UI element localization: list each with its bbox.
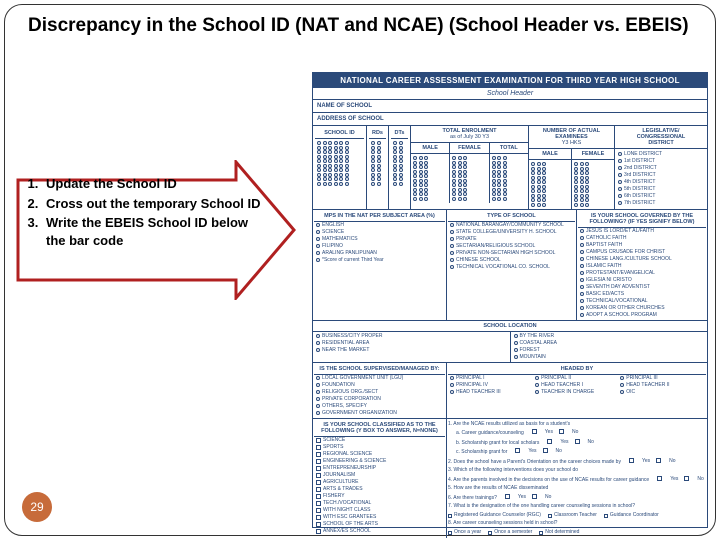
classified-qa-row: IS YOUR SCHOOL CLASSIFIED AS TO THE FOLL… [313, 419, 707, 539]
q8: 8. Are career counseling sessions held i… [448, 520, 558, 526]
form-title: NATIONAL CAREER ASSESSMENT EXAMINATION F… [313, 73, 707, 88]
q7: 7. What is the designation of the one ha… [448, 503, 635, 509]
no-label: No [572, 429, 578, 437]
q7-options: Registered Guidance Counselor (RGC)Class… [448, 512, 706, 520]
q1a: a. Career guidance/counseling [456, 430, 524, 436]
examinees-title: NUMBER OF ACTUAL EXAMINEES [543, 128, 600, 140]
ex-female-bubbles [572, 160, 614, 209]
qa-section: 1. Are the NCAE results utilized as basi… [447, 419, 707, 539]
supervised-headed-row: IS THE SCHOOL SUPERVISED/MANAGED BY: LOC… [313, 363, 707, 419]
total-label: TOTAL [490, 143, 528, 154]
classified-title: IS YOUR SCHOOL CLASSIFIED AS TO THE FOLL… [314, 420, 445, 437]
name-row: NAME OF SCHOOL [313, 100, 707, 113]
headed-options: PRINCIPAL IPRINCIPAL IIPRINCIPAL IIIPRIN… [448, 375, 706, 396]
yes-label: Yes [642, 458, 650, 466]
address-row: ADDRESS OF SCHOOL [313, 113, 707, 126]
q5: 5. How are the results of NCAE dissemina… [448, 485, 548, 491]
yes-label: Yes [528, 448, 536, 456]
ex-male-bubbles [529, 160, 571, 209]
q1b: b. Scholarship grant for local scholars [456, 440, 539, 446]
school-header-form: NATIONAL CAREER ASSESSMENT EXAMINATION F… [312, 72, 708, 528]
type-governed-row: MPS IN THE NAT PER SUBJECT AREA (%) ENGL… [313, 210, 707, 321]
school-type-options: NATIONAL BARANGAY/COMMUNITY SCHOOLSTATE … [448, 222, 575, 271]
yes-label: Yes [518, 494, 526, 502]
female-bubbles [450, 154, 488, 203]
yes-label: Yes [670, 476, 678, 484]
q8-options: Once a yearOnce a semesterNot determined [448, 529, 706, 537]
dts-bubbles [391, 139, 408, 188]
q1: 1. Are the NCAE results utilized as basi… [448, 421, 570, 427]
yes-label: Yes [560, 439, 568, 447]
no-label: No [545, 494, 551, 502]
page-number-badge: 29 [22, 492, 52, 522]
address-label: ADDRESS OF SCHOOL [313, 113, 388, 125]
location-row: SCHOOL LOCATION BUSINESS/CITY PROPERRESI… [313, 321, 707, 363]
supervised-title: IS THE SCHOOL SUPERVISED/MANAGED BY: [314, 364, 445, 375]
enrolment-sub: as of July 30 Y3 [450, 134, 489, 140]
governed-options: JESUS IS LORD/ET AL/FAITHCATHOLIC FAITHB… [578, 228, 706, 319]
q6: 6. Are there trainings? [448, 495, 497, 501]
name-label: NAME OF SCHOOL [313, 100, 376, 112]
yes-label: Yes [545, 429, 553, 437]
no-label: No [556, 448, 562, 456]
governed-title: IS YOUR SCHOOL GOVERNED BY THE FOLLOWING… [578, 211, 706, 228]
male-bubbles [411, 154, 449, 203]
instruction-list: Update the School ID Cross out the tempo… [22, 175, 267, 251]
district-title: DISTRICT [648, 140, 673, 146]
mps-options: ENGLISHSCIENCEMATHEMATICSFILIPINOARALING… [314, 222, 445, 264]
female-label: FEMALE [450, 143, 488, 154]
no-label: No [697, 476, 703, 484]
location-options-a: BUSINESS/CITY PROPERRESIDENTIAL AREANEAR… [313, 332, 511, 362]
rds-label: RDs [369, 128, 386, 139]
q3: 3. Which of the following interventions … [448, 467, 578, 473]
school-id-label: SCHOOL ID [315, 128, 364, 139]
q4: 4. Are the parents involved in the decis… [448, 477, 649, 483]
rds-bubbles [369, 139, 386, 188]
mps-title: MPS IN THE NAT PER SUBJECT AREA (%) [314, 211, 445, 222]
no-label: No [669, 458, 675, 466]
no-label: No [588, 439, 594, 447]
ex-male-label: MALE [529, 149, 571, 160]
ex-female-label: FEMALE [572, 149, 614, 160]
district-options: LONE DISTRICT1st DISTRICT2nd DISTRICT3rd… [615, 149, 707, 207]
q1c: c. Scholarship grant for [456, 449, 507, 455]
q2: 2. Does the school have a Parent's Orien… [448, 459, 621, 465]
form-subtitle: School Header [313, 88, 707, 100]
location-options-b: BY THE RIVERCOASTAL AREAFORESTMOUNTAIN [511, 332, 708, 362]
total-bubbles [490, 154, 528, 203]
male-label: MALE [411, 143, 449, 154]
instruction-item: Write the EBEIS School ID below the bar … [42, 214, 267, 249]
instruction-item: Update the School ID [42, 175, 267, 193]
location-title: SCHOOL LOCATION [313, 321, 707, 332]
examinees-sub: Y3 HKS [562, 140, 582, 146]
headed-title: HEADED BY [448, 364, 706, 375]
instruction-item: Cross out the temporary School ID [42, 195, 267, 213]
school-type-title: TYPE OF SCHOOL [448, 211, 575, 222]
id-enrolment-grid: SCHOOL ID RDs DTs TOTAL ENROLMENT as of … [313, 126, 707, 210]
school-id-bubbles [315, 139, 364, 188]
supervised-options: LOCAL GOVERNMENT UNIT (LGU)FOUNDATIONREL… [314, 375, 445, 417]
classified-options: SCIENCESPORTSREGIONAL SCIENCEENGINEERING… [314, 437, 445, 535]
slide-title: Discrepancy in the School ID (NAT and NC… [28, 14, 692, 38]
dts-label: DTs [391, 128, 408, 139]
